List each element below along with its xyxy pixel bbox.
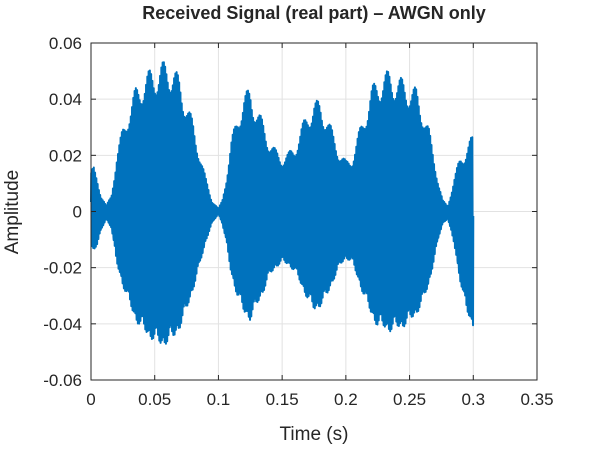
y-tick-label: -0.02 bbox=[43, 259, 82, 278]
x-tick-label: 0.15 bbox=[266, 390, 299, 409]
series-layer bbox=[90, 61, 475, 345]
y-axis-label: Amplitude bbox=[2, 170, 23, 255]
y-tick-label: -0.06 bbox=[43, 371, 82, 390]
y-tick-label: 0.06 bbox=[49, 34, 82, 53]
series-line-received-signal bbox=[90, 61, 475, 345]
x-tick-label: 0.25 bbox=[393, 390, 426, 409]
x-tick-label: 0.35 bbox=[520, 390, 553, 409]
y-tick-label: 0 bbox=[73, 203, 82, 222]
x-tick-label: 0.3 bbox=[461, 390, 485, 409]
y-tick-label: 0.02 bbox=[49, 146, 82, 165]
y-tick-label: -0.04 bbox=[43, 315, 82, 334]
tick-labels: 0 0.05 0.1 0.15 0.2 0.25 0.3 0.35 -0.06 -0.04 -0.0… bbox=[43, 34, 553, 409]
x-tick-label: 0.05 bbox=[138, 390, 171, 409]
y-tick-label: 0.04 bbox=[49, 90, 82, 109]
tick-marks bbox=[90, 42, 538, 381]
chart-title: Received Signal (real part) – AWGN only bbox=[142, 3, 485, 23]
x-axis-label: Time (s) bbox=[280, 424, 349, 444]
x-tick-label: 0.2 bbox=[334, 390, 358, 409]
x-tick-label: 0.1 bbox=[207, 390, 231, 409]
x-tick-label: 0 bbox=[86, 390, 95, 409]
